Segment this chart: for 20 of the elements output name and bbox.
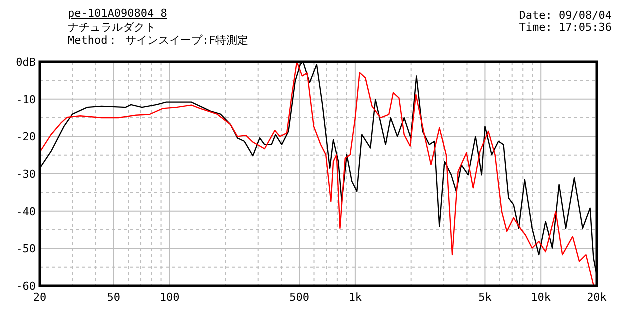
x-tick-label: 100 [160, 291, 180, 304]
y-tick-label: -20 [16, 130, 36, 144]
y-tick-label: -10 [16, 93, 36, 106]
y-tick-label: -60 [16, 280, 36, 293]
chart-subtitle: ナチュラルダクト [68, 21, 156, 34]
x-tick-label: 10k [531, 291, 552, 304]
x-tick-label: 1k [348, 291, 362, 304]
y-tick-label: -50 [16, 242, 36, 256]
text: Date: 09/08/04 [519, 9, 612, 22]
chart-title: pe-101A090804 8 [68, 7, 168, 20]
x-tick-label: 500 [290, 291, 310, 304]
y-tick-label: 0dB [16, 56, 36, 69]
y-tick-label: -40 [16, 205, 36, 218]
x-tick-label: 5k [478, 291, 492, 304]
y-tick-label: -30 [16, 168, 36, 181]
text: Method： サインスイープ:F特測定 [68, 34, 249, 47]
x-tick-label: 50 [107, 291, 121, 304]
x-tick-label: 20k [587, 291, 608, 304]
x-tick-label: 20 [33, 291, 47, 304]
text: Time: 17:05:36 [519, 21, 612, 34]
